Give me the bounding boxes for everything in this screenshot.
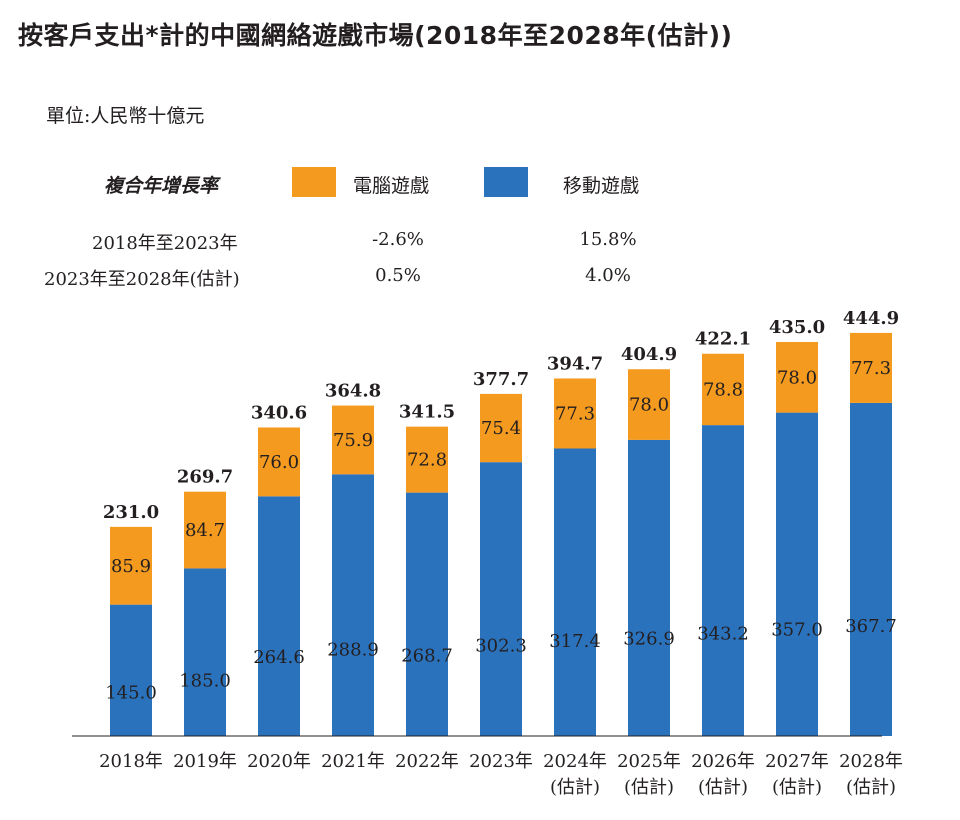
data-label-total: 231.0 xyxy=(103,502,159,523)
legend-label-pc: 電腦遊戲 xyxy=(353,175,430,197)
bar-mobile xyxy=(406,492,448,736)
bar-mobile xyxy=(258,496,300,736)
bar-pc xyxy=(702,353,744,426)
data-label-total: 341.5 xyxy=(399,402,455,423)
bar-mobile xyxy=(628,439,670,736)
x-tick-label: 2021年 xyxy=(321,751,385,772)
data-label-mobile: 185.0 xyxy=(179,671,231,692)
data-label-mobile: 264.6 xyxy=(253,647,305,668)
data-label-mobile: 302.3 xyxy=(475,636,527,657)
bar-mobile xyxy=(554,448,596,736)
bar-mobile xyxy=(110,604,152,736)
x-tick-label: 2019年 xyxy=(173,751,237,772)
chart-title: 按客戶支出*計的中國網絡遊戲市場(2018年至2028年(估計)) xyxy=(18,21,733,50)
x-tick-label: 2028年 (估計) xyxy=(839,751,903,798)
cagr-row-pc: 0.5% xyxy=(375,265,421,286)
data-label-pc: 78.0 xyxy=(629,395,669,416)
legend-label-mobile: 移動遊戲 xyxy=(563,175,640,197)
data-label-pc: 77.3 xyxy=(555,403,595,424)
unit-label: 單位:人民幣十億元 xyxy=(46,105,205,127)
x-tick-label: 2018年 xyxy=(99,751,163,772)
data-label-pc: 76.0 xyxy=(259,452,299,473)
bar-mobile xyxy=(850,402,892,736)
data-label-total: 364.8 xyxy=(325,381,381,402)
data-label-mobile: 268.7 xyxy=(401,646,453,667)
bar-pc xyxy=(628,369,670,440)
data-label-mobile: 357.0 xyxy=(771,619,823,640)
x-tick-label: 2022年 xyxy=(395,751,459,772)
data-label-pc: 77.3 xyxy=(851,358,891,379)
bar-mobile xyxy=(184,568,226,736)
legend-swatch-pc xyxy=(292,167,336,197)
x-tick-label: 2024年 (估計) xyxy=(543,751,607,798)
cagr-header: 複合年增長率 xyxy=(104,175,219,197)
data-label-mobile: 317.4 xyxy=(549,631,601,652)
data-label-pc: 84.7 xyxy=(185,520,225,541)
legend-swatch-mobile xyxy=(484,167,528,197)
bar-mobile xyxy=(480,462,522,736)
data-label-mobile: 367.7 xyxy=(845,616,897,637)
bar-mobile xyxy=(702,425,744,736)
data-label-mobile: 145.0 xyxy=(105,683,157,704)
data-label-mobile: 288.9 xyxy=(327,640,379,661)
data-label-pc: 75.9 xyxy=(333,430,373,451)
bar-pc xyxy=(258,427,300,497)
bar-pc xyxy=(406,426,448,493)
bar-pc xyxy=(480,393,522,463)
cagr-row-pc: -2.6% xyxy=(372,229,424,250)
data-label-total: 340.6 xyxy=(251,402,307,423)
data-label-mobile: 326.9 xyxy=(623,628,675,649)
cagr-row-mobile: 15.8% xyxy=(579,229,637,250)
cagr-row-period: 2018年至2023年 xyxy=(92,233,238,254)
x-tick-label: 2020年 xyxy=(247,751,311,772)
data-label-total: 444.9 xyxy=(843,308,899,329)
data-label-pc: 78.8 xyxy=(703,379,743,400)
data-label-total: 377.7 xyxy=(473,369,529,390)
bar-mobile xyxy=(776,412,818,736)
data-label-pc: 75.4 xyxy=(481,418,521,439)
x-tick-label: 2026年 (估計) xyxy=(691,751,755,798)
bar-pc xyxy=(554,378,596,449)
data-label-total: 422.1 xyxy=(695,329,751,350)
bar-pc xyxy=(776,341,818,413)
bar-pc xyxy=(184,491,226,569)
data-label-total: 394.7 xyxy=(547,353,603,374)
bar-pc xyxy=(850,332,892,403)
data-label-pc: 78.0 xyxy=(777,367,817,388)
cagr-row-period: 2023年至2028年(估計) xyxy=(44,269,240,290)
data-label-total: 404.9 xyxy=(621,344,677,365)
data-label-pc: 85.9 xyxy=(111,556,151,577)
data-label-mobile: 343.2 xyxy=(697,623,749,644)
data-label-pc: 72.8 xyxy=(407,450,447,471)
bar-pc xyxy=(332,405,374,475)
x-tick-label: 2025年 (估計) xyxy=(617,751,681,798)
cagr-row-mobile: 4.0% xyxy=(585,265,631,286)
data-label-total: 435.0 xyxy=(769,317,825,338)
x-tick-label: 2023年 xyxy=(469,751,533,772)
data-label-total: 269.7 xyxy=(177,467,233,488)
x-tick-label: 2027年 (估計) xyxy=(765,751,829,798)
bar-pc xyxy=(110,526,152,605)
bar-mobile xyxy=(332,474,374,736)
